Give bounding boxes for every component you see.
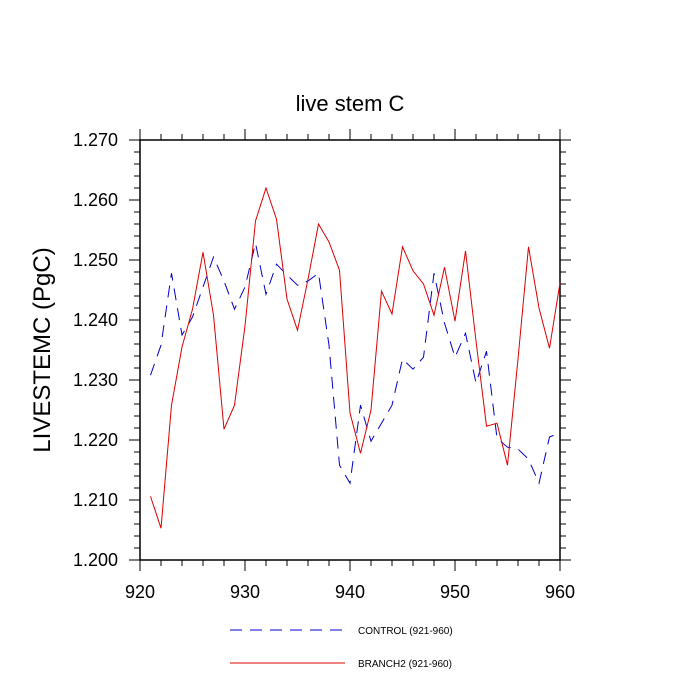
y-tick-label: 1.240 (73, 310, 118, 330)
y-tick-label: 1.270 (73, 130, 118, 150)
y-tick-label: 1.250 (73, 250, 118, 270)
plot-frame (139, 139, 561, 561)
legend-label-control: CONTROL (921-960) (358, 626, 453, 637)
x-tick-label: 960 (545, 582, 575, 602)
y-tick-labels: 1.200 1.210 1.220 1.230 1.240 1.250 1.260 1.270 (73, 130, 118, 570)
x-tick-label: 950 (440, 582, 470, 602)
x-tick-labels: 920 930 940 950 960 (125, 582, 575, 602)
y-tick-label: 1.210 (73, 490, 118, 510)
axis-ticks (129, 129, 571, 571)
y-tick-label: 1.230 (73, 370, 118, 390)
legend-label-branch2: BRANCH2 (921-960) (358, 659, 452, 670)
series-line-control (150, 243, 561, 485)
y-axis-label: LIVESTEMC (PgC) (29, 247, 56, 452)
y-tick-label: 1.220 (73, 430, 118, 450)
y-tick-label: 1.200 (73, 550, 118, 570)
chart-title: live stem C (296, 91, 405, 116)
x-tick-label: 940 (335, 582, 365, 602)
legend: CONTROL (921-960) BRANCH2 (921-960) (230, 626, 453, 670)
y-tick-label: 1.260 (73, 190, 118, 210)
series-lines (150, 186, 561, 529)
series-line-branch2 (150, 186, 561, 529)
x-tick-label: 920 (125, 582, 155, 602)
x-tick-label: 930 (230, 582, 260, 602)
